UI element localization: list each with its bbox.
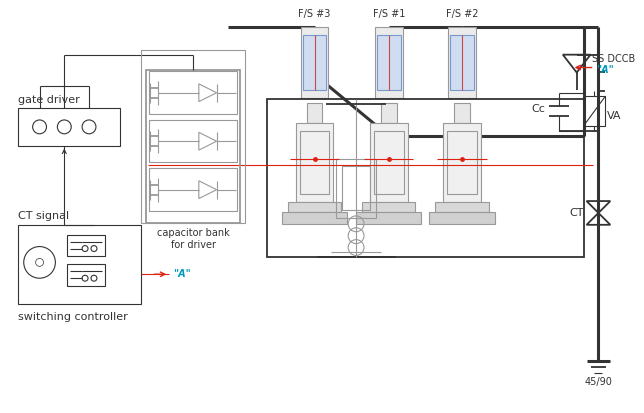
Bar xyxy=(443,123,480,202)
Bar xyxy=(454,103,470,123)
Bar xyxy=(149,71,238,114)
Bar xyxy=(303,35,327,90)
Bar xyxy=(67,264,105,286)
Text: CT: CT xyxy=(569,208,583,218)
Bar xyxy=(362,202,415,212)
Bar xyxy=(374,131,404,194)
Bar xyxy=(430,212,495,224)
Bar xyxy=(377,35,401,90)
Bar xyxy=(356,212,421,224)
Text: capacitor bank: capacitor bank xyxy=(157,228,230,238)
Bar xyxy=(282,212,347,224)
Text: F/S #1: F/S #1 xyxy=(372,9,405,19)
Bar xyxy=(370,123,408,202)
Text: for driver: for driver xyxy=(171,240,216,249)
Text: Cc: Cc xyxy=(531,104,545,114)
Bar xyxy=(267,99,583,257)
Text: F/S #2: F/S #2 xyxy=(446,9,478,19)
Bar xyxy=(299,131,329,194)
Text: "A": "A" xyxy=(596,64,614,74)
Bar xyxy=(447,131,477,194)
Bar xyxy=(146,69,240,223)
Bar xyxy=(336,159,376,218)
Bar xyxy=(301,27,328,98)
Bar xyxy=(149,120,238,162)
Text: switching controller: switching controller xyxy=(18,312,128,322)
Bar xyxy=(381,103,397,123)
Bar xyxy=(375,27,402,98)
Bar xyxy=(450,35,474,90)
Text: VA: VA xyxy=(607,111,622,121)
Bar xyxy=(448,27,476,98)
Bar xyxy=(307,103,323,123)
Text: gate driver: gate driver xyxy=(18,95,80,105)
Bar xyxy=(435,202,489,212)
Bar xyxy=(288,202,341,212)
Text: 45/90: 45/90 xyxy=(585,377,612,387)
Text: F/S #3: F/S #3 xyxy=(298,9,331,19)
Text: "A": "A" xyxy=(173,269,191,279)
Text: SS DCCB: SS DCCB xyxy=(592,54,636,64)
Bar xyxy=(342,166,370,210)
Bar xyxy=(18,225,142,304)
Bar xyxy=(18,108,120,146)
Text: CT signal: CT signal xyxy=(18,211,69,221)
Bar xyxy=(142,50,245,223)
Bar xyxy=(67,235,105,256)
Bar xyxy=(149,169,238,211)
Bar xyxy=(583,96,605,126)
Bar xyxy=(296,123,334,202)
